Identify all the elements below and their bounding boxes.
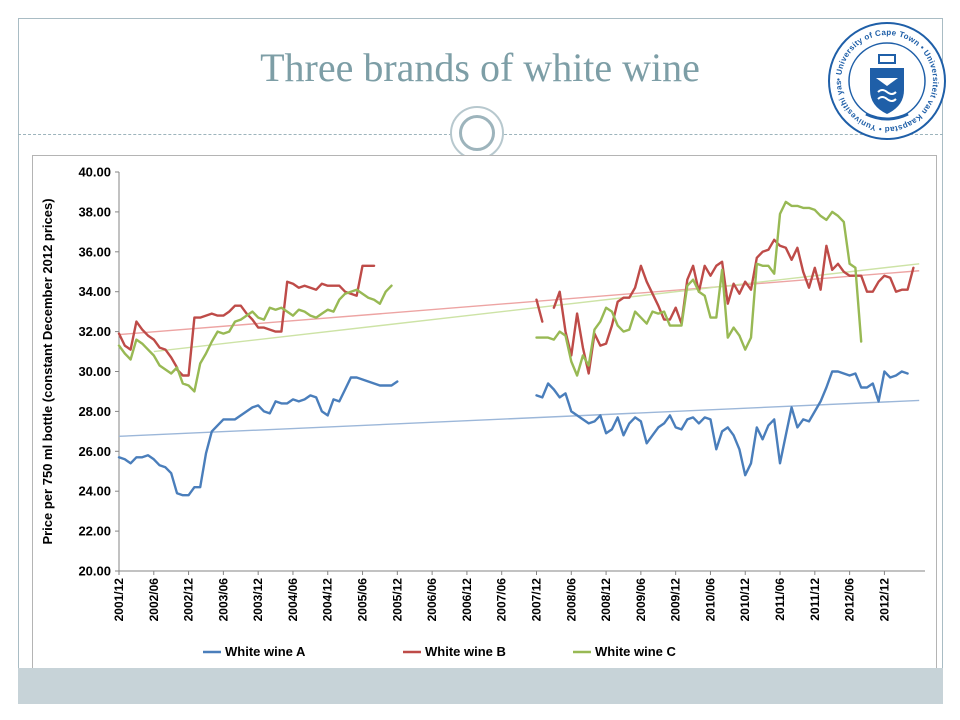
x-tick-label: 2006/06 — [425, 578, 439, 622]
x-tick-label: 2009/12 — [669, 578, 683, 622]
page-title: Three brands of white wine — [260, 45, 700, 90]
y-tick-label: 30.00 — [78, 364, 111, 379]
legend-label: White wine C — [595, 644, 677, 659]
x-tick-label: 2002/12 — [182, 578, 196, 622]
x-tick-label: 2003/12 — [251, 578, 265, 622]
y-tick-label: 34.00 — [78, 284, 111, 299]
x-tick-label: 2002/06 — [147, 578, 161, 622]
x-tick-label: 2005/06 — [356, 578, 370, 622]
y-tick-label: 20.00 — [78, 564, 111, 579]
x-tick-label: 2007/12 — [529, 578, 543, 622]
chart-panel: 20.00 22.00 24.00 26.00 28.00 30.00 32.00 34.00… — [32, 155, 937, 700]
y-tick-label: 38.00 — [78, 204, 111, 219]
legend-label: White wine A — [225, 644, 306, 659]
series-line — [535, 298, 544, 323]
x-tick-label: 2010/12 — [738, 578, 752, 622]
x-tick-label: 2011/06 — [773, 578, 787, 621]
x-tick-label: 2001/12 — [112, 578, 126, 622]
trend-line — [118, 270, 920, 336]
x-tick-label: 2010/06 — [703, 578, 717, 622]
y-tick-label: 22.00 — [78, 524, 111, 539]
series-line — [117, 376, 399, 497]
trend-line — [118, 399, 920, 438]
y-tick-label: 28.00 — [78, 404, 111, 419]
x-tick-label: 2008/06 — [564, 578, 578, 622]
x-tick-label: 2003/06 — [216, 578, 230, 622]
x-tick-label: 2007/06 — [495, 578, 509, 622]
x-tick-label: 2011/12 — [808, 578, 822, 621]
series-line — [117, 284, 393, 393]
x-tick-label: 2004/06 — [286, 578, 300, 622]
series-line — [117, 320, 179, 369]
series-line — [535, 200, 863, 377]
x-tick-label: 2012/06 — [843, 578, 857, 622]
x-tick-label: 2006/12 — [460, 578, 474, 622]
footer-bar — [18, 668, 943, 704]
line-chart: 20.00 22.00 24.00 26.00 28.00 30.00 32.00 34.00… — [40, 165, 925, 684]
series-line — [535, 370, 909, 477]
legend-label: White wine B — [425, 644, 506, 659]
x-tick-label: 2004/12 — [321, 578, 335, 622]
y-tick-label: 32.00 — [78, 324, 111, 339]
y-tick-label: 40.00 — [78, 165, 111, 180]
trend-line — [153, 263, 920, 353]
y-axis-title: Price per 750 ml bottle (constant Decemb… — [40, 198, 55, 544]
series-line — [175, 264, 376, 377]
x-tick-label: 2008/12 — [599, 578, 613, 622]
circle-ornament-icon — [450, 106, 504, 160]
y-tick-label: 36.00 — [78, 244, 111, 259]
y-tick-label: 26.00 — [78, 444, 111, 459]
university-logo: • University of Cape Town • Universiteit… — [826, 20, 946, 140]
y-tick-label: 24.00 — [78, 484, 111, 499]
x-tick-label: 2005/12 — [390, 578, 404, 622]
x-tick-label: 2012/12 — [877, 578, 891, 622]
x-tick-label: 2009/06 — [634, 578, 648, 622]
